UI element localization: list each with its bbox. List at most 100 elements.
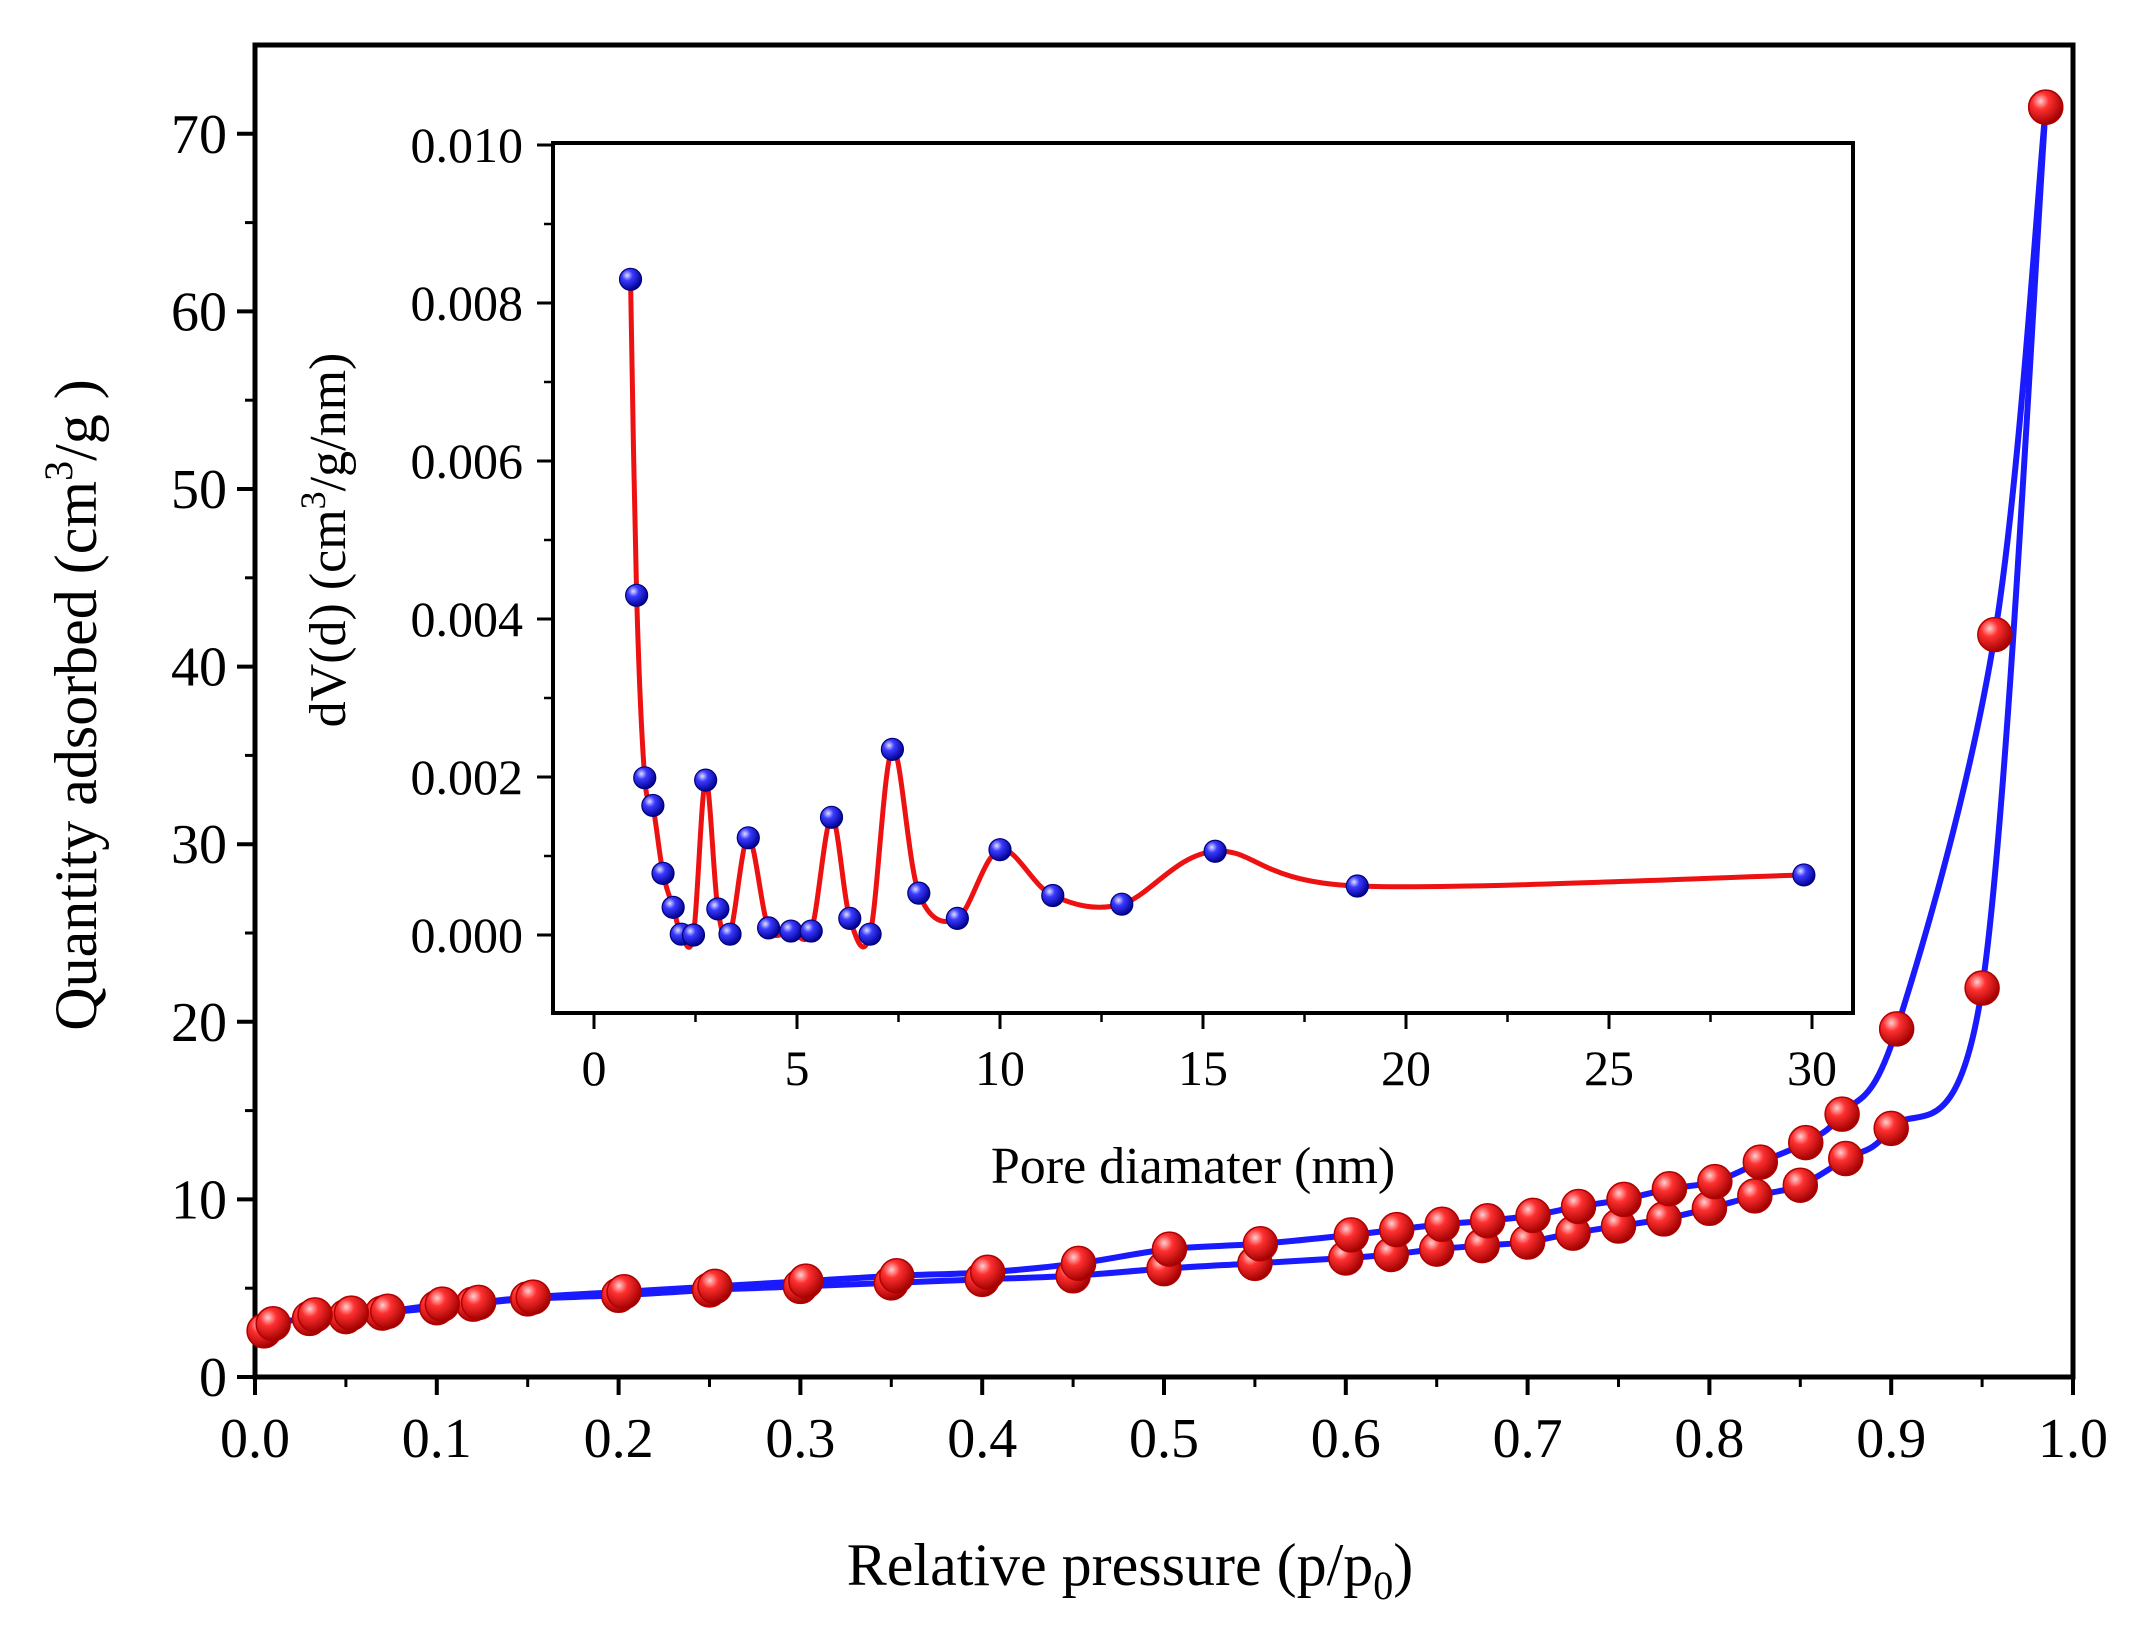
inset-marker [1203, 839, 1227, 863]
main-marker-desorption [1697, 1163, 1733, 1200]
main-y-tick-label: 30 [171, 814, 227, 876]
inset-marker [706, 897, 730, 921]
main-x-tick-label: 0.6 [1311, 1408, 1381, 1470]
main-marker-desorption [1151, 1231, 1188, 1267]
main-marker-adsorption [1646, 1201, 1682, 1237]
inset-x-tick-label: 25 [1584, 1040, 1634, 1096]
inset-marker [945, 906, 969, 931]
main-marker-desorption [1469, 1202, 1506, 1239]
main-x-tick-label: 0.5 [1129, 1408, 1199, 1470]
inset-y-tick-label: 0.000 [411, 907, 524, 963]
inset-y-tick-label: 0.004 [411, 591, 524, 647]
inset-x-tick-label: 20 [1381, 1040, 1431, 1096]
main-marker-desorption [1606, 1181, 1642, 1218]
main-x-tick-label: 0.0 [220, 1408, 290, 1470]
inset-x-tick-label: 15 [1178, 1040, 1228, 1096]
main-marker-desorption [2027, 89, 2064, 125]
main-marker-desorption [1878, 1011, 1915, 1047]
inset-marker [661, 895, 685, 919]
main-marker-adsorption [255, 1305, 291, 1342]
main-marker-desorption [1424, 1206, 1460, 1243]
inset-marker [1345, 874, 1369, 898]
main-marker-adsorption [1873, 1110, 1909, 1147]
main-marker-desorption [1788, 1124, 1824, 1161]
main-x-axis-title: Relative pressure (p/p0) [847, 1532, 1413, 1608]
main-marker-desorption [460, 1284, 497, 1321]
main-x-tick-label: 0.3 [765, 1408, 835, 1470]
main-marker-desorption [1824, 1096, 1860, 1132]
main-marker-desorption [1742, 1144, 1779, 1180]
main-x-tick-label: 0.7 [1493, 1408, 1563, 1470]
main-marker-adsorption [1828, 1140, 1864, 1177]
inset-y-tick-label: 0.008 [411, 275, 524, 331]
main-marker-desorption [515, 1279, 551, 1315]
inset-marker [799, 919, 823, 943]
main-x-tick-label: 0.2 [584, 1408, 654, 1470]
inset-marker [641, 793, 665, 818]
main-y-tick-label: 40 [171, 637, 227, 699]
main-marker-adsorption [1737, 1178, 1773, 1214]
inset-marker [858, 922, 882, 946]
inset-x-tick-label: 0 [582, 1040, 607, 1096]
main-marker-desorption [1651, 1170, 1688, 1207]
main-marker-desorption [1060, 1245, 1097, 1282]
main-series-markers [246, 89, 2064, 1349]
inset-marker [633, 766, 657, 790]
main-x-tick-label: 0.4 [947, 1408, 1017, 1470]
inset-marker [1792, 863, 1816, 887]
main-marker-desorption [1242, 1226, 1279, 1262]
inset-y-axis-title: dV(d) (cm3/g/nm) [293, 353, 357, 728]
inset-marker [736, 826, 760, 850]
inset-y-tick-label: 0.002 [411, 749, 524, 805]
main-y-tick-label: 20 [171, 992, 227, 1054]
inset-y-tick-label: 0.006 [411, 433, 524, 489]
inset-marker [1041, 883, 1065, 908]
inset-plot-frame [551, 141, 1855, 1015]
main-marker-desorption [1560, 1188, 1597, 1225]
inset-marker [681, 923, 706, 947]
inset-x-tick-label: 5 [785, 1040, 810, 1096]
main-marker-desorption [879, 1258, 915, 1294]
inset-x-tick-label: 30 [1787, 1040, 1837, 1096]
inset-marker [819, 805, 844, 829]
main-marker-desorption [1515, 1197, 1551, 1234]
inset-marker [907, 881, 931, 905]
inset-series-markers [618, 267, 1816, 947]
main-marker-desorption [606, 1274, 642, 1310]
main-marker-desorption [969, 1254, 1006, 1290]
inset-marker [988, 838, 1012, 862]
main-marker-desorption [424, 1286, 461, 1322]
inset-marker [1110, 892, 1134, 916]
main-marker-desorption [297, 1297, 333, 1333]
main-marker-desorption [1378, 1211, 1415, 1248]
main-marker-desorption [369, 1293, 406, 1330]
inset-marker [838, 906, 862, 931]
inset-x-axis-title: Pore diamater (nm) [991, 1138, 1395, 1195]
main-x-tick-label: 0.9 [1856, 1408, 1926, 1470]
main-y-tick-label: 60 [171, 281, 227, 343]
inset-marker [625, 583, 649, 607]
main-y-tick-label: 0 [199, 1347, 227, 1409]
main-x-tick-label: 0.1 [402, 1408, 472, 1470]
main-y-tick-label: 70 [171, 104, 227, 166]
inset-y-tick-label: 0.010 [411, 117, 524, 173]
inset-marker [694, 768, 718, 792]
main-marker-desorption [1333, 1217, 1370, 1253]
main-marker-adsorption [1964, 970, 2000, 1006]
main-marker-desorption [697, 1268, 733, 1305]
inset-marker [756, 916, 781, 940]
inset-ticks: 0 5 10 15 20 25 30 0.000 0.002 0.004 0.006 0.008 0.0… [411, 117, 1838, 1096]
main-marker-desorption [1977, 616, 2013, 653]
main-ticks: 0.0 0.1 0.2 0.3 0.4 0.5 0.6 0.7 0.8 0.9 1.0 0 10 20 30… [171, 104, 2108, 1470]
inset-marker [718, 922, 742, 946]
inset-marker [651, 861, 675, 885]
inset-marker [880, 737, 905, 761]
inset-marker [779, 919, 803, 943]
main-y-axis-title: Quantity adsorbed (cm3/g ) [36, 379, 109, 1031]
main-x-tick-label: 1.0 [2038, 1408, 2108, 1470]
inset-x-tick-label: 10 [975, 1040, 1025, 1096]
main-y-tick-label: 50 [171, 459, 227, 521]
main-x-tick-label: 0.8 [1674, 1408, 1744, 1470]
inset-marker [618, 267, 643, 291]
